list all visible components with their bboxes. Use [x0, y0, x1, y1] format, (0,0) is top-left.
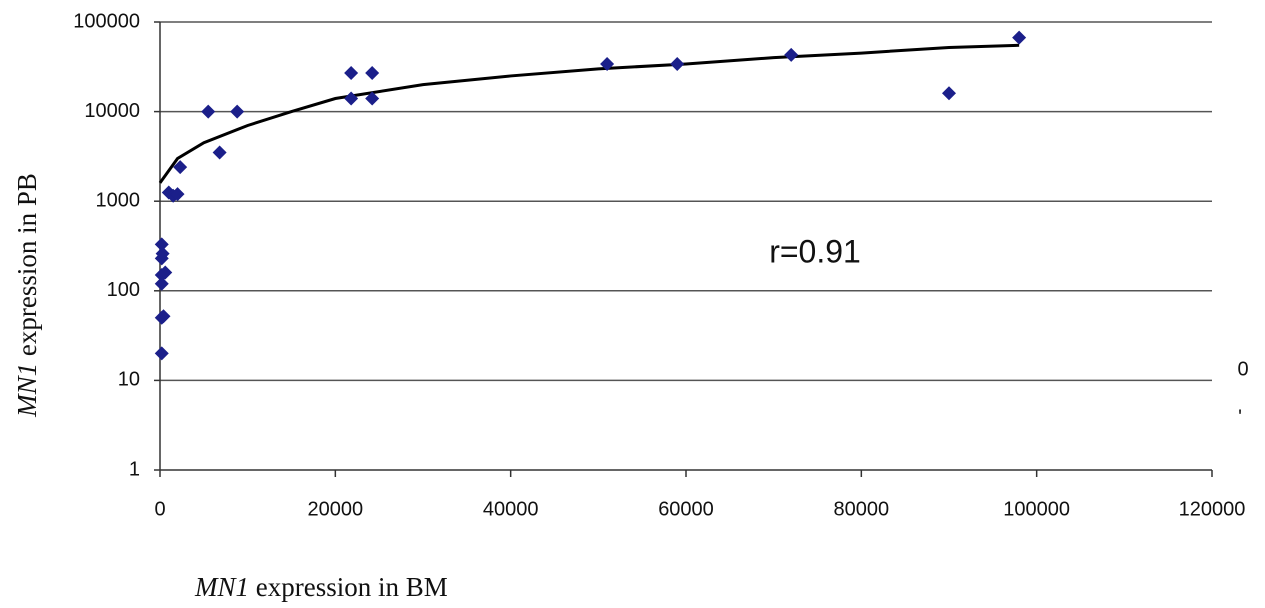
data-point [154, 237, 169, 252]
y-tick-label: 1 [129, 458, 140, 480]
y-tick-label: 1000 [96, 189, 141, 211]
stray-text: 0 [1237, 358, 1248, 380]
x-tick-label: 80000 [834, 498, 890, 520]
data-point [154, 346, 169, 361]
data-point [1012, 30, 1027, 45]
data-point [942, 86, 956, 101]
data-point [230, 104, 245, 119]
x-axis-title: MN1 expression in BM [194, 572, 448, 602]
y-title-italic: MN1 [12, 363, 42, 418]
y-tick-label: 100000 [73, 10, 140, 32]
x-tick-label: 20000 [308, 498, 364, 520]
x-tick-label: 100000 [1003, 498, 1070, 520]
x-tick-label: 40000 [483, 498, 539, 520]
x-tick-label: 120000 [1179, 498, 1246, 520]
x-title-italic: MN1 [194, 572, 249, 602]
y-tick-label: 10 [118, 369, 140, 391]
trend-line [158, 43, 1020, 184]
data-point [212, 145, 227, 160]
data-point [155, 246, 170, 261]
data-point [670, 56, 685, 71]
data-point [365, 65, 380, 80]
data-point [365, 91, 380, 106]
data-point [600, 56, 615, 71]
stray-text: ' [1238, 406, 1242, 428]
data-point [170, 187, 185, 202]
data-point [201, 104, 216, 119]
y-tick-label: 100 [107, 279, 140, 301]
y-tick-label: 10000 [84, 100, 140, 122]
annotation: r=0.91 [769, 233, 861, 269]
y-title-text: expression in PB [12, 173, 42, 356]
data-point [344, 65, 359, 80]
x-tick-label: 0 [154, 498, 165, 520]
data-point [158, 265, 173, 280]
data-point [154, 276, 169, 291]
data-point [784, 47, 799, 62]
data-point [173, 160, 188, 175]
x-tick-label: 60000 [658, 498, 714, 520]
y-axis-title: MN1 expression in PB [12, 173, 42, 418]
x-title-text: expression in BM [256, 572, 448, 602]
data-point [344, 91, 359, 106]
data-point [156, 309, 171, 324]
